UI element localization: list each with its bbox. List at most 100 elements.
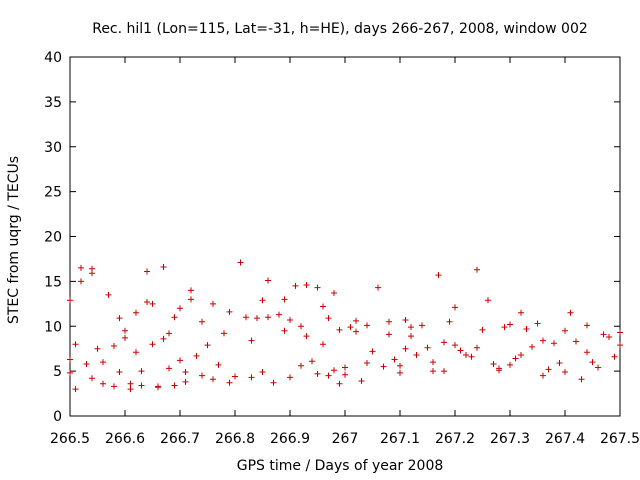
- data-point: [474, 344, 480, 351]
- data-point: [226, 379, 233, 386]
- data-point: [523, 325, 530, 332]
- data-point: [386, 318, 392, 325]
- data-point: [413, 351, 420, 358]
- y-tick-label: 0: [53, 409, 62, 425]
- data-point: [67, 356, 73, 363]
- data-point: [138, 382, 145, 389]
- data-point: [408, 324, 414, 331]
- data-point: [391, 356, 398, 363]
- data-point: [369, 348, 376, 355]
- data-point: [540, 337, 546, 344]
- data-point: [177, 357, 183, 364]
- data-point: [100, 359, 106, 366]
- data-point: [122, 334, 128, 341]
- data-point: [265, 314, 271, 321]
- x-tick-label: 266.9: [270, 431, 310, 447]
- data-point: [100, 380, 106, 387]
- data-point: [83, 360, 90, 367]
- x-tick-label: 267.4: [545, 431, 585, 447]
- y-tick-label: 30: [44, 140, 62, 156]
- y-tick-label: 25: [44, 185, 62, 201]
- data-point: [210, 376, 216, 383]
- data-point: [512, 355, 519, 362]
- data-point: [468, 353, 475, 360]
- y-tick-label: 40: [44, 50, 62, 66]
- data-point: [259, 369, 266, 376]
- data-point: [78, 264, 84, 271]
- data-point: [287, 374, 293, 381]
- data-point: [562, 327, 568, 334]
- data-point: [298, 362, 304, 369]
- data-point: [430, 359, 436, 366]
- data-point: [127, 380, 134, 387]
- data-point: [166, 330, 172, 337]
- data-point: [298, 323, 304, 330]
- data-point: [457, 347, 464, 354]
- x-tick-label: 267.5: [600, 431, 640, 447]
- data-point: [199, 318, 205, 325]
- data-point: [111, 342, 117, 349]
- y-axis-label: STEC from uqrg / TECUs: [6, 156, 22, 324]
- data-point: [507, 361, 513, 368]
- data-point: [336, 326, 343, 333]
- data-point: [584, 322, 590, 329]
- data-point: [474, 266, 480, 273]
- x-tick-label: 267.1: [380, 431, 420, 447]
- data-point: [243, 314, 249, 321]
- data-point: [133, 309, 139, 316]
- data-point: [182, 378, 189, 385]
- data-point: [232, 373, 238, 380]
- data-point: [551, 340, 557, 347]
- data-point: [133, 349, 139, 356]
- data-point: [204, 342, 211, 349]
- data-point: [193, 352, 200, 359]
- data-point: [380, 363, 387, 370]
- data-point: [149, 341, 156, 348]
- data-point: [353, 317, 359, 324]
- data-point: [584, 349, 590, 356]
- data-point: [573, 338, 579, 345]
- data-point: [545, 366, 552, 373]
- x-tick-label: 267.2: [435, 431, 475, 447]
- data-point: [364, 360, 370, 367]
- x-tick-label: 266.7: [160, 431, 200, 447]
- data-point: [386, 331, 392, 338]
- data-point: [452, 304, 458, 311]
- data-point: [402, 316, 409, 323]
- y-tick-label: 10: [44, 319, 62, 335]
- data-point: [160, 335, 167, 342]
- data-point: [397, 369, 403, 376]
- data-point: [72, 386, 79, 393]
- data-point: [435, 272, 442, 279]
- data-point: [320, 341, 326, 348]
- data-point: [166, 365, 172, 372]
- data-point: [490, 360, 497, 367]
- plot-frame: [69, 56, 621, 417]
- data-point: [248, 374, 255, 381]
- y-tick-label: 20: [44, 230, 62, 246]
- data-point: [496, 367, 502, 374]
- data-point: [479, 326, 486, 333]
- data-point: [600, 331, 607, 338]
- data-point: [342, 364, 348, 371]
- data-point: [67, 297, 73, 304]
- data-point: [188, 296, 194, 303]
- data-point: [105, 291, 112, 298]
- x-tick-label: 267: [332, 431, 359, 447]
- data-point: [78, 278, 84, 285]
- data-point: [485, 297, 491, 304]
- data-point: [177, 305, 183, 312]
- data-point: [215, 361, 222, 368]
- data-point: [375, 284, 381, 291]
- plot-border: [69, 56, 621, 417]
- data-point: [342, 371, 348, 378]
- data-point: [463, 351, 469, 358]
- data-point: [259, 297, 266, 304]
- data-point: [144, 299, 150, 306]
- data-point: [501, 324, 508, 331]
- x-tick-label: 266.8: [215, 431, 255, 447]
- data-point: [303, 333, 310, 340]
- data-point: [595, 364, 601, 371]
- x-tick-label: 267.3: [490, 431, 530, 447]
